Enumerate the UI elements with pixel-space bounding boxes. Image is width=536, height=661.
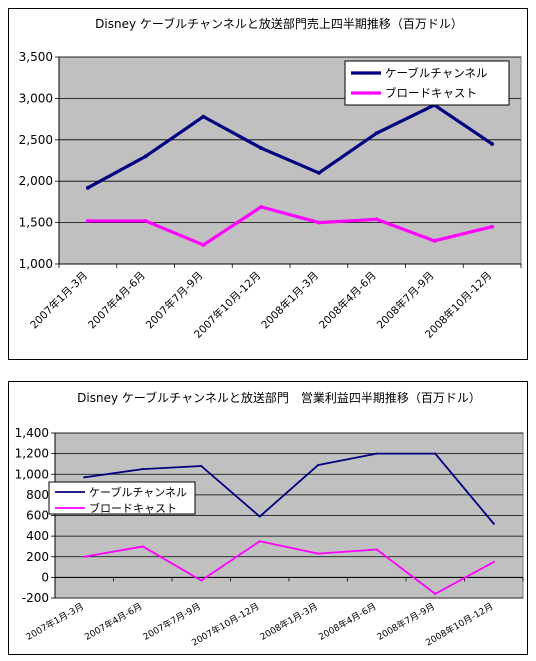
y-tick-label: 1,000 xyxy=(15,467,49,481)
data-point xyxy=(83,555,86,558)
series-line-broadcast xyxy=(84,540,495,595)
data-point xyxy=(83,476,86,479)
data-point xyxy=(434,452,437,455)
data-point xyxy=(492,560,495,563)
revenue-chart: Disney ケーブルチャンネルと放送部門売上四半期推移（百万ドル） 1,000 1… xyxy=(19,16,522,341)
legend-label: ケーブルチャンネル xyxy=(385,66,487,80)
chart-title: Disney ケーブルチャンネルと放送部門 営業利益四半期推移（百万ドル） xyxy=(77,390,481,405)
data-point xyxy=(258,515,261,518)
y-tick-label: 200 xyxy=(26,550,49,564)
data-point xyxy=(492,522,495,525)
data-point xyxy=(200,579,203,582)
series-line-cable xyxy=(87,103,494,190)
data-point xyxy=(201,114,206,119)
data-point xyxy=(432,238,437,243)
data-point xyxy=(375,548,378,551)
data-point xyxy=(434,592,437,595)
data-point xyxy=(490,142,495,146)
y-tick-label: 3,000 xyxy=(19,91,53,105)
y-tick-label: 2,500 xyxy=(19,133,53,147)
series-line-cable xyxy=(84,452,495,525)
data-point xyxy=(316,220,321,225)
data-point xyxy=(259,146,264,150)
data-point xyxy=(143,154,148,159)
y-tick-label: -200 xyxy=(22,591,49,605)
x-tick-label: 2008年7月-9月 xyxy=(374,269,436,331)
data-point xyxy=(316,171,321,175)
x-tick-label: 2007年4月-6月 xyxy=(82,600,144,643)
x-tick-label: 2008年7月-9月 xyxy=(375,600,437,643)
chart-title: Disney ケーブルチャンネルと放送部門売上四半期推移（百万ドル） xyxy=(95,16,463,31)
y-tick-label: 1,400 xyxy=(15,426,49,440)
data-point xyxy=(143,219,148,223)
x-tick-label: 2008年4月-6月 xyxy=(316,600,378,643)
legend-label: ブロードキャスト xyxy=(89,501,177,515)
operating-income-chart: Disney ケーブルチャンネルと放送部門 営業利益四半期推移（百万ドル） -20… xyxy=(15,390,524,649)
y-tick-label: 1,500 xyxy=(19,216,53,230)
data-point xyxy=(375,452,378,455)
data-point xyxy=(201,243,206,247)
data-point xyxy=(317,552,320,555)
series-line-broadcast xyxy=(87,205,493,247)
y-tick-label: 3,500 xyxy=(19,50,53,64)
data-point xyxy=(374,131,379,136)
data-point xyxy=(258,540,261,543)
data-point xyxy=(259,204,264,209)
x-tick-label: 2008年4月-6月 xyxy=(316,269,378,331)
y-tick-label: 1,200 xyxy=(15,447,49,461)
y-tick-label: 2,000 xyxy=(19,174,53,188)
revenue-chart-panel: Disney ケーブルチャンネルと放送部門売上四半期推移（百万ドル） 1,000 1… xyxy=(8,8,528,360)
y-tick-label: 600 xyxy=(26,509,49,523)
data-point xyxy=(490,224,495,229)
y-tick-label: 800 xyxy=(26,488,49,502)
x-tick-label: 2008年1月-3月 xyxy=(258,600,320,643)
data-point xyxy=(85,219,90,223)
y-tick-label: 400 xyxy=(26,529,49,543)
legend-label: ブロードキャスト xyxy=(385,86,477,100)
data-point xyxy=(141,545,144,548)
x-tick-label: 2007年4月-6月 xyxy=(85,269,147,331)
operating-income-chart-panel: Disney ケーブルチャンネルと放送部門 営業利益四半期推移（百万ドル） -20… xyxy=(8,381,528,655)
data-point xyxy=(317,463,320,467)
legend-box xyxy=(344,60,510,106)
x-tick-label: 2007年1月-3月 xyxy=(24,600,86,643)
y-tick-label: 1,000 xyxy=(19,257,53,271)
x-tick-label: 2007年7月-9月 xyxy=(141,600,203,643)
data-point xyxy=(141,468,144,471)
y-tick-label: 0 xyxy=(41,570,49,584)
data-point xyxy=(85,185,90,190)
x-tick-label: 2007年1月-3月 xyxy=(28,269,90,331)
x-tick-label: 2007年7月-9月 xyxy=(143,269,205,331)
data-point xyxy=(374,217,379,222)
data-point xyxy=(200,464,203,468)
x-tick-label: 2008年1月-3月 xyxy=(259,269,321,331)
legend-label: ケーブルチャンネル xyxy=(89,485,187,499)
